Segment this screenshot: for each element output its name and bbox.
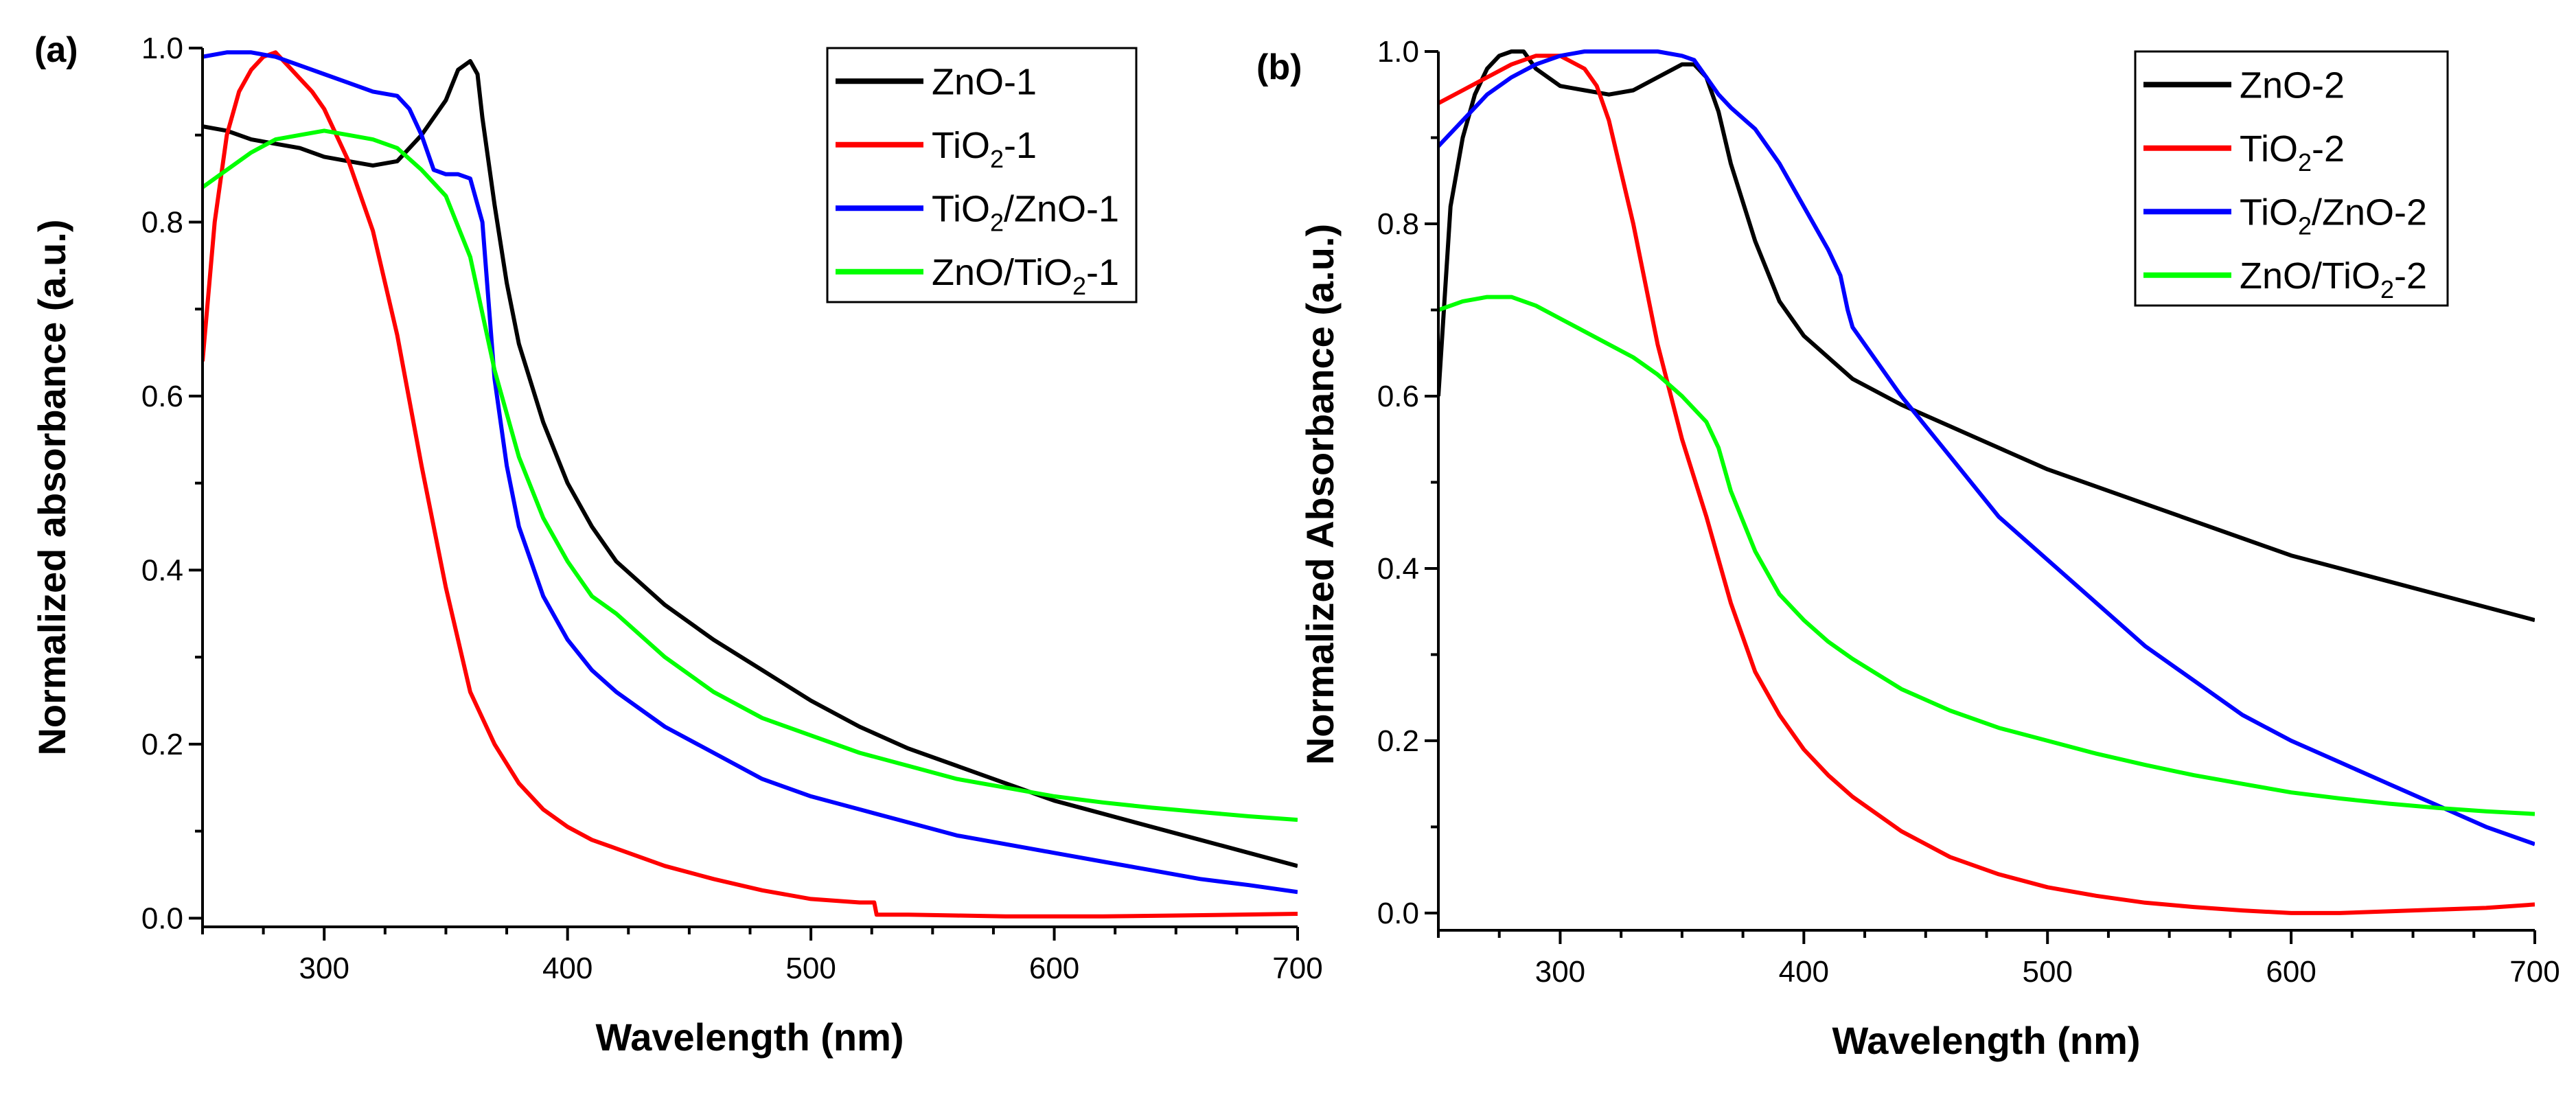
x-tick-label: 400 — [542, 952, 593, 985]
legend-box — [826, 47, 1138, 303]
y-tick-label: 0.4 — [141, 553, 183, 587]
y-tick-label: 0.4 — [1377, 552, 1419, 586]
panel-label: (b) — [1256, 47, 1302, 87]
legend-entry: TiO2/ZnO-1 — [932, 188, 1119, 236]
x-tick-label: 700 — [2509, 955, 2560, 989]
legend: ZnO-2 TiO2-2 TiO2/ZnO-2 ZnO/TiO2-2 — [2134, 50, 2449, 307]
series-line — [1438, 54, 2535, 915]
series-line — [1438, 49, 2535, 623]
y-tick-label: 0.2 — [1377, 724, 1419, 758]
series-line — [203, 50, 1298, 895]
legend-entry: ZnO-1 — [932, 61, 1037, 102]
legend-entry: TiO2-1 — [932, 125, 1037, 173]
series-line — [203, 59, 1298, 868]
y-tick-label: 0.0 — [1377, 897, 1419, 930]
y-tick-label: 0.8 — [141, 205, 183, 239]
y-tick-label: 0.8 — [1377, 207, 1419, 241]
y-axis-title: Normalized Absorbance (a.u.) — [1298, 224, 1342, 765]
y-tick-label: 0.6 — [141, 380, 183, 413]
x-tick-label: 600 — [2266, 955, 2316, 989]
x-tick-label: 500 — [785, 952, 836, 985]
x-tick-label: 700 — [1272, 952, 1322, 985]
legend: ZnO-1 TiO2-1 TiO2/ZnO-1 ZnO/TiO2-1 — [826, 47, 1138, 303]
series-line — [203, 50, 1298, 919]
legend-entry: TiO2-2 — [2240, 128, 2345, 176]
x-tick-label: 600 — [1029, 952, 1079, 985]
series-line — [203, 128, 1298, 822]
y-tick-label: 1.0 — [1377, 35, 1419, 69]
x-tick-label: 300 — [1535, 955, 1585, 989]
legend-box — [2134, 50, 2449, 307]
x-axis-title: Wavelength (nm) — [1832, 1019, 2140, 1062]
x-tick-label: 400 — [1779, 955, 1829, 989]
y-tick-label: 0.0 — [141, 901, 183, 935]
legend-entry: ZnO-2 — [2240, 65, 2345, 106]
x-tick-label: 500 — [2023, 955, 2073, 989]
y-tick-label: 1.0 — [141, 32, 183, 65]
y-tick-label: 0.2 — [141, 728, 183, 761]
y-tick-label: 0.6 — [1377, 380, 1419, 413]
y-axis-title: Normalized absorbance (a.u.) — [30, 219, 73, 755]
chart-panel-1: 300 400 500 600 700 0.0 0.2 0.4 0.6 0.8 1.0 Wavelen… — [30, 30, 1323, 1059]
chart-panel-2: 300 400 500 600 700 0.0 0.2 0.4 0.6 0.8 1.0 Wavelen… — [1256, 35, 2560, 1062]
legend-entry: ZnO/TiO2-1 — [932, 252, 1119, 300]
series-line — [1438, 49, 2535, 847]
legend-entry: TiO2/ZnO-2 — [2240, 192, 2427, 240]
x-tick-label: 300 — [299, 952, 349, 985]
x-axis-title: Wavelength (nm) — [595, 1015, 904, 1059]
series-line — [1438, 295, 2535, 816]
panel-label: (a) — [34, 30, 78, 70]
legend-entry: ZnO/TiO2-2 — [2240, 255, 2427, 303]
